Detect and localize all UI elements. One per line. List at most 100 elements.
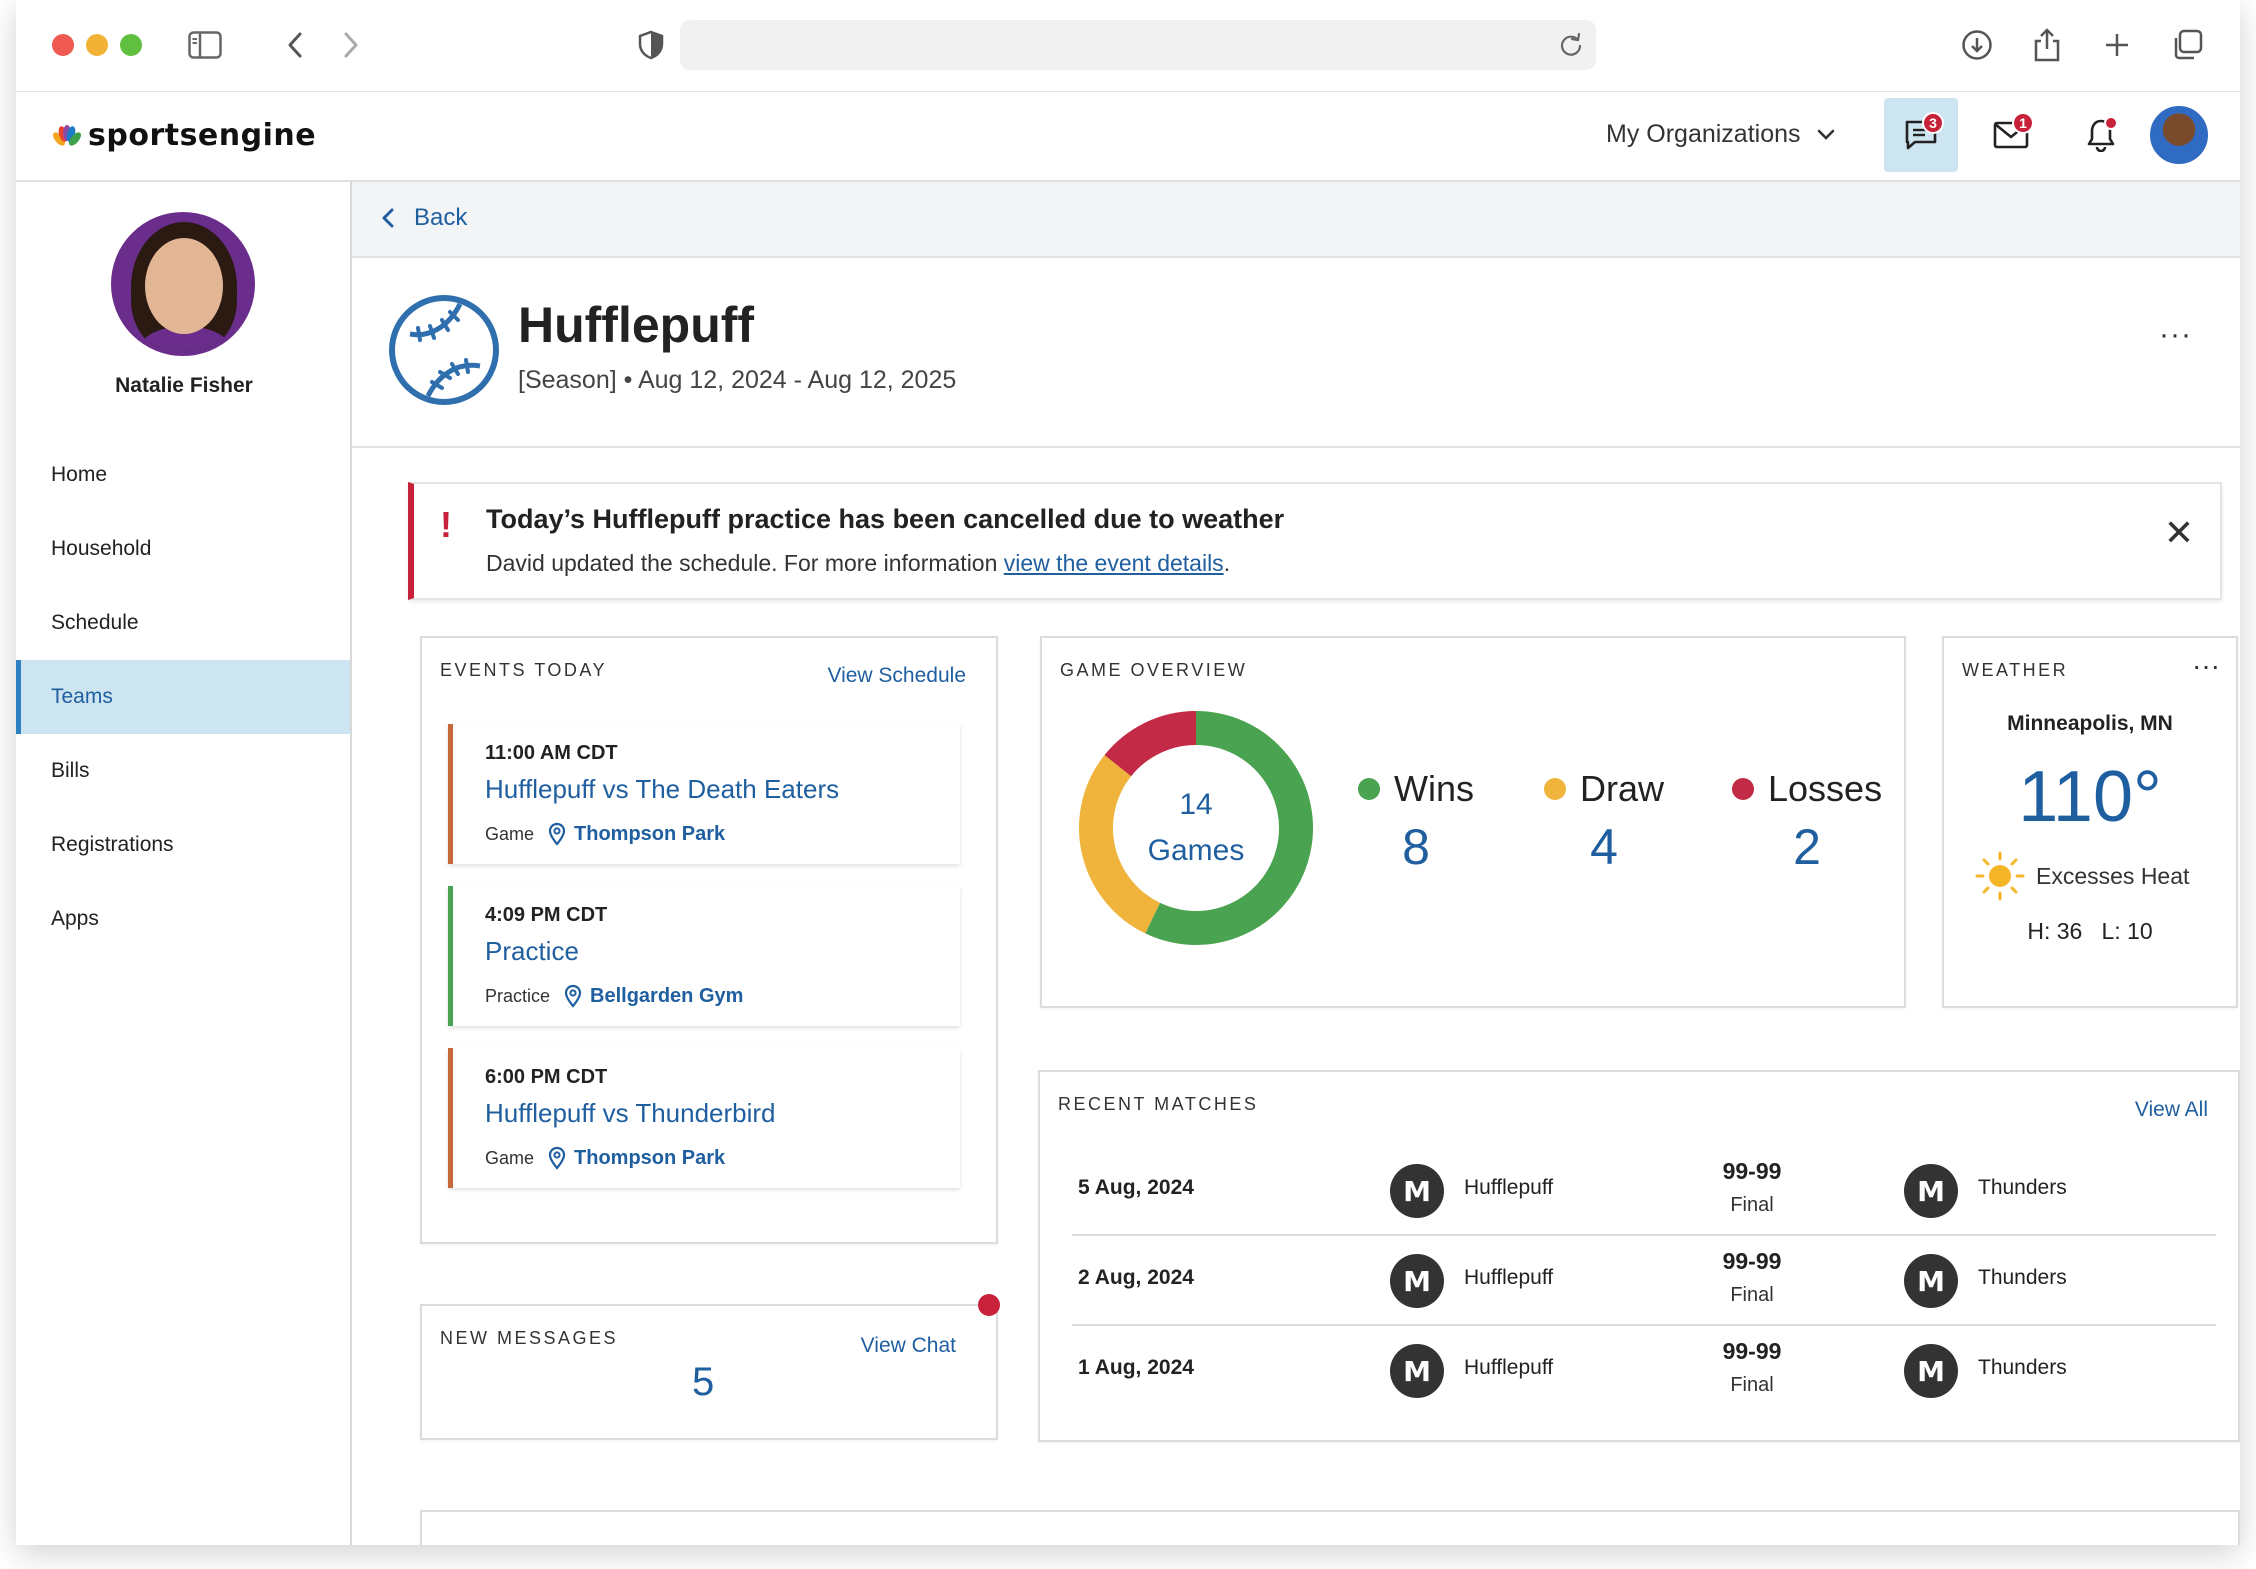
event-title: Practice [485,936,579,966]
mail-button[interactable]: 1 [1974,98,2048,172]
close-alert-button[interactable]: ✕ [2163,512,2194,553]
donut-slice-losses [1104,711,1197,777]
sidebar-item-home[interactable]: Home [16,438,350,512]
peacock-icon [53,124,81,146]
match-score: 99-99 [1722,1158,1782,1184]
view-event-details-link[interactable]: view the event details [1003,550,1224,576]
sidebar-toggle-icon[interactable] [184,24,226,66]
weather-high-low: H: 36 L: 10 [2027,918,2153,944]
chevron-down-icon [1817,129,1834,140]
event-meta: Practice Bellgarden Gym [485,984,743,1008]
stat-value: 2 [1793,819,1821,875]
sidebar-item-registrations[interactable]: Registrations [16,808,350,882]
maximize-window-button[interactable] [120,34,142,56]
game-overview-donut [1079,711,1313,945]
team-logo-icon: M [1904,1344,1958,1398]
sidebar-nav: Home Household Schedule Teams Bills Regi… [16,438,350,956]
alert-title: Today’s Hufflepuff practice has been can… [486,504,1285,534]
team-logo-icon: M [1904,1164,1958,1218]
sidebar-item-apps[interactable]: Apps [16,882,350,956]
sidebar-item-label: Home [51,463,108,486]
sidebar-item-label: Apps [51,907,99,930]
match-score: 99-99 [1722,1248,1782,1274]
event-card[interactable]: 6:00 PM CDT Hufflepuff vs Thunderbird Ga… [448,1048,960,1188]
sidebar-item-schedule[interactable]: Schedule [16,586,350,660]
more-options-button[interactable]: ··· [2159,318,2192,351]
event-location: Thompson Park [574,1146,726,1169]
stat-value: 4 [1590,819,1618,875]
share-icon[interactable] [2026,24,2068,66]
events-today-card: EVENTS TODAY View Schedule 11:00 AM CDT … [420,636,998,1244]
donut-label: Games [1147,834,1245,867]
chat-button[interactable]: 3 [1884,98,1958,172]
sidebar-item-label: Teams [51,685,113,708]
weather-more-button[interactable]: ··· [2192,650,2220,681]
sidebar-item-teams[interactable]: Teams [16,660,350,734]
weather-condition: Excesses Heat [1974,850,2189,902]
sportsengine-logo[interactable]: sportsengine [52,118,316,153]
notifications-button[interactable] [2064,98,2138,172]
event-location-link[interactable]: Thompson Park [548,822,725,846]
event-location-link[interactable]: Bellgarden Gym [564,984,743,1008]
address-bar[interactable] [680,20,1596,70]
match-row[interactable]: 1 Aug, 2024 M Hufflepuff 99-99 Final M T… [1072,1326,2216,1416]
sidebar-item-label: Bills [51,759,90,782]
event-card[interactable]: 11:00 AM CDT Hufflepuff vs The Death Eat… [448,724,960,864]
notifications-dot [2104,116,2118,130]
download-icon[interactable] [1956,24,1998,66]
stat-draw: Draw 4 [1544,768,1664,876]
season-dates: [Season] • Aug 12, 2024 - Aug 12, 2025 [518,366,957,394]
sidebar-item-household[interactable]: Household [16,512,350,586]
event-meta: Game Thompson Park [485,1146,725,1170]
back-button[interactable]: Back [382,204,467,232]
away-team: Thunders [1978,1356,2067,1379]
home-team: Hufflepuff [1464,1176,1554,1199]
match-status: Final [1730,1374,1774,1396]
browser-window: sportsengine My Organizations 3 1 Natali… [16,0,2240,1545]
sidebar-item-bills[interactable]: Bills [16,734,350,808]
stat-label: Losses [1768,768,1883,809]
browser-forward-icon[interactable] [330,24,372,66]
view-all-link[interactable]: View All [2134,1098,2208,1121]
weather-card: WEATHER ··· Minneapolis, MN 110° Excesse… [1942,636,2238,1008]
event-location: Thompson Park [574,822,726,845]
match-score: 99-99 [1722,1338,1782,1364]
match-row[interactable]: 5 Aug, 2024 M Hufflepuff 99-99 Final M T… [1072,1146,2216,1236]
alert-message-text: David updated the schedule. For more inf… [486,550,1004,576]
wins-dot [1358,778,1380,800]
reload-icon[interactable] [1558,32,1584,58]
chat-badge: 3 [1922,112,1944,134]
event-time: 11:00 AM CDT [485,742,618,764]
alert-icon: ! [440,504,452,545]
minimize-window-button[interactable] [86,34,108,56]
new-messages-card: NEW MESSAGES View Chat 5 [420,1304,998,1440]
profile-avatar[interactable] [111,212,255,356]
mail-badge: 1 [2012,112,2034,134]
weather-temp: 110° [2018,757,2162,837]
event-card[interactable]: 4:09 PM CDT Practice Practice Bellgarden… [448,886,960,1026]
team-name: Hufflepuff [518,297,755,353]
alert-message: David updated the schedule. For more inf… [486,550,1230,577]
close-window-button[interactable] [52,34,74,56]
my-organizations-dropdown[interactable]: My Organizations [1606,120,1835,149]
event-location-link[interactable]: Thompson Park [548,1146,725,1170]
match-row[interactable]: 2 Aug, 2024 M Hufflepuff 99-99 Final M T… [1072,1236,2216,1326]
away-team: Thunders [1978,1176,2067,1199]
browser-back-icon[interactable] [274,24,316,66]
sidebar-item-label: Registrations [51,833,174,856]
sidebar: Natalie Fisher Home Household Schedule T… [16,182,352,1545]
view-chat-link[interactable]: View Chat [860,1334,956,1357]
stat-label: Draw [1580,768,1665,809]
home-team: Hufflepuff [1464,1356,1554,1379]
stat-losses: Losses 2 [1732,768,1882,876]
new-tab-icon[interactable] [2096,24,2138,66]
stat-wins: Wins 8 [1358,768,1474,876]
team-logo-icon: M [1390,1164,1444,1218]
event-time: 6:00 PM CDT [485,1066,608,1088]
user-avatar[interactable] [2150,106,2208,164]
privacy-shield-icon[interactable] [630,24,672,66]
home-team: Hufflepuff [1464,1266,1554,1289]
match-date: 1 Aug, 2024 [1078,1356,1194,1379]
view-schedule-link[interactable]: View Schedule [827,664,966,687]
tab-overview-icon[interactable] [2166,24,2208,66]
